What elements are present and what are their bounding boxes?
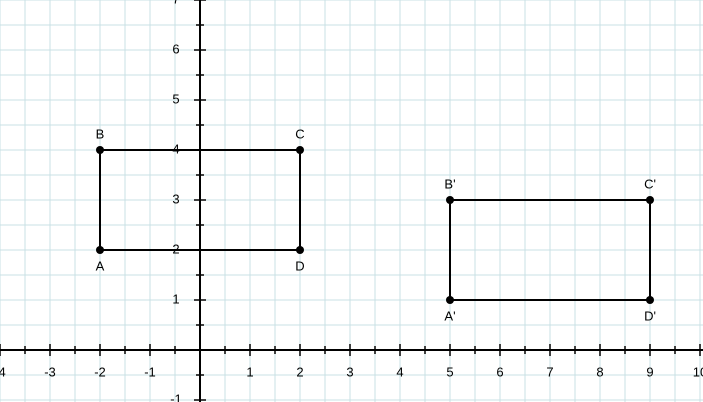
x-tick-label: -4 [0,364,6,379]
x-tick-label: 2 [296,364,303,379]
x-tick-label: 6 [496,364,503,379]
vertex [296,146,304,154]
x-tick-label: -2 [94,364,106,379]
vertex [446,296,454,304]
x-tick-label: -1 [144,364,156,379]
x-tick-label: 9 [646,364,653,379]
vertex [96,146,104,154]
vertex [446,196,454,204]
x-tick-label: 3 [346,364,353,379]
vertex-label: A [96,258,105,273]
y-tick-label: 2 [172,241,179,256]
vertex-label: D [295,258,304,273]
x-tick-label: 7 [546,364,553,379]
y-tick-label: 4 [172,141,179,156]
x-tick-label: -3 [44,364,56,379]
y-tick-label: 7 [172,0,179,6]
vertex [96,246,104,254]
y-tick-label: 6 [172,41,179,56]
vertex-label: C' [644,176,656,191]
vertex-label: B' [444,176,455,191]
vertex [646,296,654,304]
vertex-label: D' [644,308,656,323]
x-tick-label: 5 [446,364,453,379]
shapes: A B C D A' B' C' D' [96,126,656,323]
vertex-label: C [295,126,304,141]
y-tick-label: 1 [172,291,179,306]
x-tick-label: 10 [693,364,703,379]
x-tick-label: 4 [396,364,403,379]
vertex-label: A' [444,308,455,323]
x-tick-label: 8 [596,364,603,379]
vertex [296,246,304,254]
vertex [646,196,654,204]
y-tick-label: 3 [172,191,179,206]
y-tick-label: -1 [170,391,182,402]
y-tick-label: 5 [172,91,179,106]
vertex-label: B [96,126,105,141]
x-tick-label: 1 [246,364,253,379]
